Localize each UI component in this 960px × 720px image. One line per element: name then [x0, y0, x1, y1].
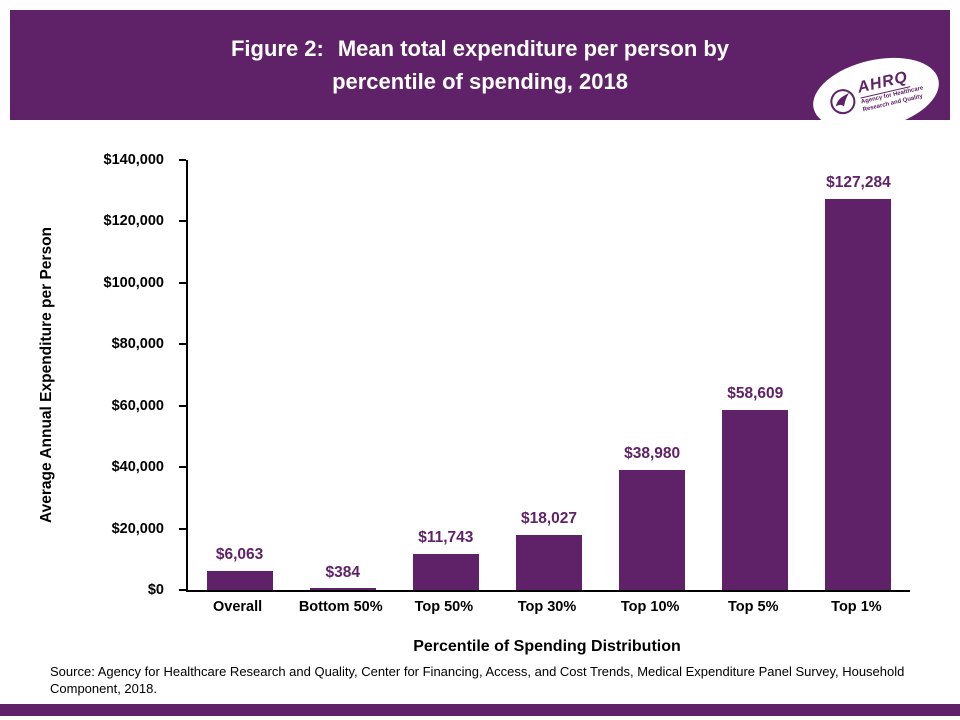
y-tick-label: $40,000	[111, 459, 164, 476]
bar-slot-top-5: $58,609	[704, 160, 807, 590]
page-title: Figure 2: Mean total expenditure per pers…	[10, 32, 950, 98]
x-tick-label-top-50: Top 50%	[414, 599, 474, 615]
x-tick-label-top-1: Top 1%	[831, 599, 882, 615]
y-tick-label: $120,000	[103, 213, 164, 230]
y-tick-label: $0	[147, 582, 164, 598]
bar-top-5	[722, 410, 789, 590]
bar-slot-top-50: $11,743	[394, 160, 497, 590]
x-axis-labels: Overall Bottom 50% Top 50% Top 30% Top 10% To…	[186, 599, 908, 615]
plot-area: $6,063 $384 $11,743 $18,027 $38,980 $58,609 $1…	[179, 159, 910, 592]
bar-slot-top-10: $38,980	[601, 160, 704, 590]
page-title-line1: Figure 2: Mean total expenditure per pers…	[10, 32, 950, 65]
y-tick-mark	[179, 527, 186, 530]
y-tick-label: $60,000	[111, 397, 164, 414]
y-tick-mark	[179, 589, 186, 591]
bar-value-label-top-30: $18,027	[520, 509, 577, 527]
y-tick-label: $140,000	[103, 152, 164, 168]
y-tick-mark	[179, 220, 186, 223]
header-band: Figure 2: Mean total expenditure per pers…	[10, 10, 950, 120]
bar-top-50	[412, 553, 479, 590]
y-tick-mark	[179, 281, 186, 284]
x-axis-title: Percentile of Spending Distribution	[413, 638, 681, 655]
y-tick-label: $20,000	[111, 520, 164, 537]
hhs-eagle-icon	[827, 86, 858, 117]
bar-value-label-overall: $6,063	[215, 546, 264, 564]
bar-top-30	[515, 534, 582, 590]
bar-bottom-50	[309, 588, 376, 590]
y-tick-mark	[179, 159, 186, 161]
x-tick-label-bottom-50: Bottom 50%	[298, 599, 383, 615]
y-tick-label: $80,000	[111, 336, 164, 353]
ahrq-logo: AHRQ Agency for Healthcare Research and …	[805, 46, 947, 142]
y-tick-mark	[179, 404, 186, 407]
x-tick-label-overall: Overall	[212, 599, 263, 615]
bar-top-10	[619, 470, 686, 590]
bar-value-label-top-10: $38,980	[624, 445, 681, 463]
title-text-line1: Mean total expenditure per person by	[337, 36, 730, 61]
footer-bar	[0, 704, 960, 716]
x-tick-label-top-10: Top 10%	[620, 599, 680, 615]
y-tick-label: $100,000	[103, 274, 164, 291]
source-note: Source: Agency for Healthcare Research a…	[50, 664, 905, 696]
bar-slot-overall: $6,063	[188, 160, 291, 590]
bar-value-label-top-5: $58,609	[727, 385, 784, 402]
bar-value-label-top-50: $11,743	[418, 528, 474, 546]
y-axis-ticks: $0 $20,000 $40,000 $60,000 $80,000 $100,000 $1…	[0, 152, 178, 598]
x-tick-label-top-5: Top 5%	[728, 599, 779, 615]
bar-slot-top-30: $18,027	[497, 160, 600, 590]
y-tick-mark	[179, 343, 186, 346]
bar-value-label-top-1: $127,284	[826, 174, 891, 192]
bar-slot-top-1: $127,284	[807, 160, 910, 590]
ahrq-wordmark: AHRQ Agency for Healthcare Research and …	[856, 67, 926, 114]
bar-slot-bottom-50: $384	[291, 160, 394, 590]
x-tick-label-top-30: Top 30%	[517, 599, 577, 615]
bar-top-1	[825, 199, 892, 590]
bars: $6,063 $384 $11,743 $18,027 $38,980 $58,609 $1…	[188, 160, 910, 590]
bar-value-label-bottom-50: $384	[325, 563, 360, 581]
y-tick-mark	[179, 466, 186, 469]
page-title-line2: percentile of spending, 2018	[332, 69, 628, 94]
bar-overall	[206, 571, 273, 590]
figure-number: Figure 2:	[230, 36, 324, 61]
